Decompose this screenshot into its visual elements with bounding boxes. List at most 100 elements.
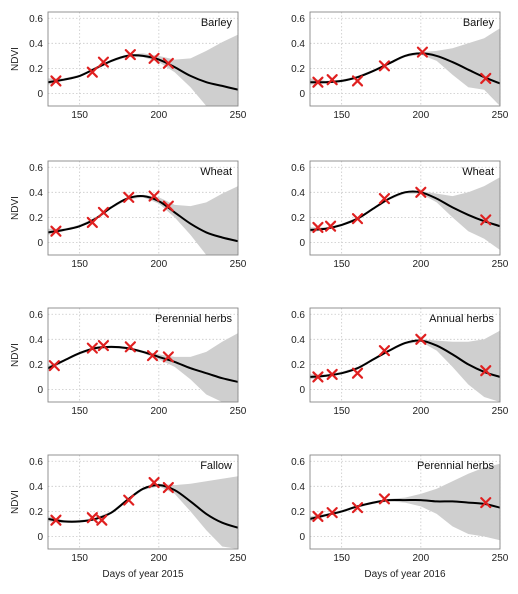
observation-marker	[96, 514, 108, 526]
x-tick-label: 200	[150, 259, 167, 270]
x-tick-label: 150	[333, 259, 350, 270]
y-tick-label: 0.6	[29, 310, 43, 321]
y-tick-label: 0.6	[291, 310, 305, 321]
observation-marker	[123, 494, 135, 506]
panel-title: Fallow	[200, 460, 232, 472]
y-tick-label: 0.4	[291, 482, 305, 493]
x-tick-label: 250	[230, 110, 247, 121]
x-tick-label: 150	[333, 553, 350, 564]
fit-line	[48, 195, 238, 243]
observation-marker	[480, 497, 492, 509]
y-tick-label: 0.6	[29, 14, 43, 25]
observation-marker	[312, 221, 324, 234]
fit-line	[48, 484, 238, 529]
chart-panel-3: 150 200 250 0 0.2 0.4 0.6 Wheat NDVI	[10, 160, 247, 270]
panel-title: Barley	[201, 17, 233, 29]
x-axis-label: Days of year 2016	[364, 569, 446, 580]
observation-marker	[124, 49, 136, 61]
x-tick-label: 250	[492, 406, 509, 417]
x-axis-label: Days of year 2015	[102, 569, 184, 580]
x-tick-label: 250	[230, 553, 247, 564]
y-tick-label: 0	[37, 89, 43, 100]
x-tick-label: 150	[333, 110, 350, 121]
observation-marker	[324, 220, 337, 232]
confidence-band	[48, 34, 238, 106]
observation-marker	[50, 225, 62, 237]
x-tick-label: 200	[150, 110, 167, 121]
observation-marker	[378, 493, 391, 505]
x-tick-label: 250	[492, 259, 509, 270]
observation-marker	[148, 190, 160, 202]
y-tick-label: 0.2	[291, 64, 305, 75]
confidence-band	[310, 463, 500, 541]
chart-panel-2: 150 200 250 0 0.2 0.4 0.6 Barley	[291, 11, 509, 121]
observation-marker	[123, 191, 135, 203]
y-tick-label: 0	[37, 532, 43, 543]
y-tick-label: 0	[299, 89, 305, 100]
x-tick-label: 150	[71, 406, 88, 417]
y-tick-label: 0	[299, 385, 305, 396]
observation-marker	[480, 214, 492, 226]
fit-line	[310, 190, 500, 231]
observation-marker	[97, 340, 110, 352]
observation-marker	[162, 200, 174, 212]
y-tick-label: 0.6	[29, 457, 43, 468]
x-tick-label: 150	[71, 553, 88, 564]
y-tick-label: 0.2	[29, 507, 43, 518]
plot-frame	[47, 307, 239, 403]
observation-marker	[326, 74, 338, 86]
x-tick-label: 200	[150, 406, 167, 417]
observation-marker	[415, 186, 427, 198]
chart-panel-1: 150 200 250 0 0.2 0.4 0.6 Barley NDVI	[10, 11, 247, 121]
plot-frame	[309, 11, 501, 107]
x-tick-label: 250	[492, 553, 509, 564]
observation-marker	[326, 368, 338, 381]
chart-panel-5: 150 200 250 0 0.2 0.4 0.6 Perennial herbs NDVI	[10, 307, 247, 417]
y-axis-label: NDVI	[10, 343, 21, 367]
x-tick-label: 200	[412, 406, 429, 417]
observation-marker	[162, 481, 174, 494]
observation-marker	[378, 345, 391, 357]
fit-line	[310, 339, 500, 378]
panel-title: Annual herbs	[429, 313, 494, 325]
plot-frame	[47, 160, 239, 256]
y-tick-label: 0	[299, 238, 305, 249]
y-axis-label: NDVI	[10, 196, 21, 220]
observation-marker	[415, 333, 427, 345]
y-tick-label: 0	[37, 385, 43, 396]
y-tick-label: 0.2	[291, 213, 305, 224]
observation-marker	[97, 206, 110, 218]
panel-title: Barley	[463, 17, 495, 29]
confidence-band	[48, 186, 238, 255]
observation-marker	[48, 360, 60, 372]
y-tick-label: 0.4	[29, 39, 43, 50]
x-tick-label: 250	[492, 110, 509, 121]
y-tick-label: 0.2	[291, 360, 305, 371]
x-tick-label: 200	[412, 110, 429, 121]
x-tick-label: 200	[412, 259, 429, 270]
y-tick-label: 0.6	[291, 14, 305, 25]
observation-marker	[146, 350, 159, 362]
confidence-band	[310, 28, 500, 106]
observation-marker	[86, 512, 98, 524]
confidence-band	[48, 333, 238, 402]
plot-frame	[47, 11, 239, 107]
y-tick-label: 0	[299, 532, 305, 543]
observation-marker	[86, 216, 98, 229]
chart-panel-7: 150 200 250 0 0.2 0.4 0.6 Fallow NDVI Days of yea…	[10, 454, 247, 580]
y-tick-label: 0.2	[29, 360, 43, 371]
plot-frame	[47, 454, 239, 550]
plot-frame	[309, 307, 501, 403]
y-tick-label: 0.4	[291, 188, 305, 199]
observation-marker	[50, 75, 62, 87]
observation-marker	[416, 46, 429, 58]
panel-title: Wheat	[462, 166, 494, 178]
observation-marker	[312, 76, 324, 88]
y-tick-label: 0.4	[29, 482, 43, 493]
observation-marker	[378, 60, 391, 72]
y-tick-label: 0.4	[29, 335, 43, 346]
observation-marker	[326, 507, 338, 519]
y-axis-label: NDVI	[10, 47, 21, 71]
observation-marker	[351, 502, 364, 514]
